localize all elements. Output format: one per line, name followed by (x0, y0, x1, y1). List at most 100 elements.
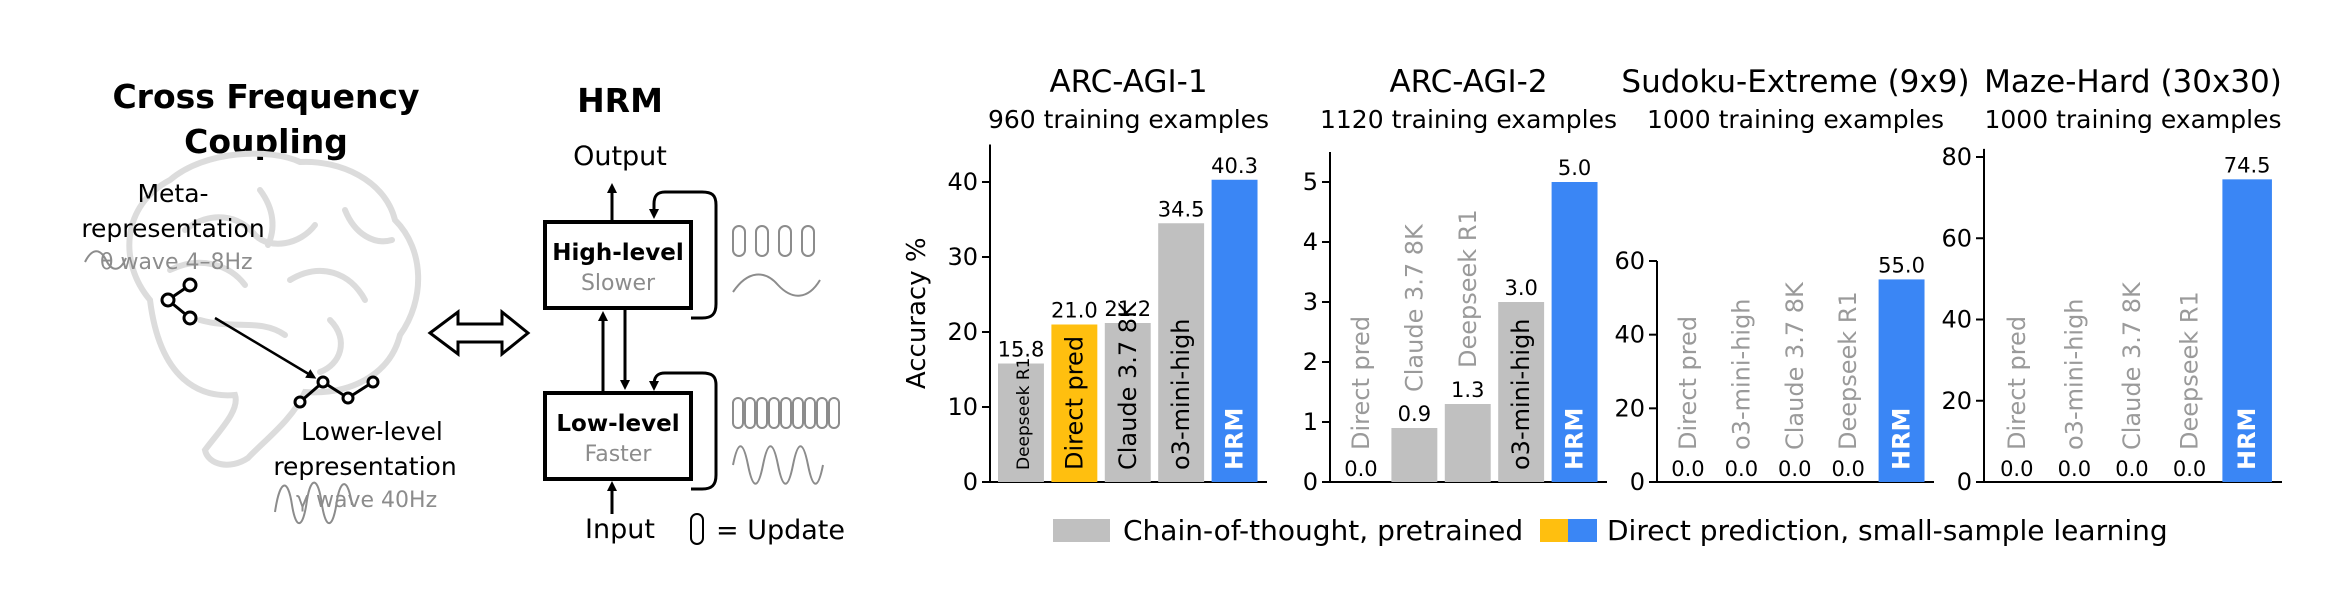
low-level-label: Low-level (556, 411, 679, 437)
bar-value-label: 0.0 (2173, 457, 2206, 481)
bar-value-label: 0.0 (1671, 457, 1704, 481)
category-label: Claude 3.7 8K (1400, 223, 1428, 392)
legend-swatch-cot (1053, 519, 1110, 542)
bar-value-label: 0.0 (1778, 457, 1811, 481)
double-arrow-icon (427, 308, 531, 358)
hrm-diagram: HRM Output High-level Slower Low-level F… (543, 81, 845, 546)
coupling-arrow (214, 316, 317, 379)
cfc-panel: Cross Frequency Coupling (81, 77, 531, 525)
chart-4: Maze-Hard (30x30) 1000 training examples 0… (1941, 64, 2282, 496)
chart-subtitle: 960 training examples (988, 105, 1269, 134)
low-level-module (543, 391, 693, 481)
bar (1158, 223, 1205, 482)
y-tick-label: 20 (1941, 387, 1972, 415)
y-tick-label: 3 (1303, 288, 1318, 316)
legend-swatch-direct (1540, 519, 1568, 542)
chart-subtitle: 1000 training examples (1647, 105, 1944, 134)
category-label: Deepseek R1 (2176, 291, 2204, 450)
y-tick-label: 60 (1941, 224, 1972, 252)
y-tick-label: 30 (947, 243, 978, 271)
y-tick-label: 40 (947, 168, 978, 196)
bar-value-label: 15.8 (998, 338, 1045, 362)
bar (1551, 182, 1598, 482)
theta-wave-icon (84, 250, 127, 270)
bar-value-label: 55.0 (1878, 253, 1925, 277)
category-label: Claude 3.7 8K (1114, 301, 1142, 470)
y-tick-label: 40 (1941, 306, 1972, 334)
high-level-label: High-level (552, 240, 683, 266)
y-tick-label: 20 (1614, 394, 1645, 422)
meta-label-line1: Meta- (137, 179, 208, 208)
bar (1211, 179, 1258, 482)
meta-representation-icon (160, 277, 198, 326)
bar-value-label: 40.3 (1211, 154, 1258, 178)
bar-value-label: 5.0 (1558, 156, 1591, 180)
category-label: Direct pred (1347, 316, 1375, 450)
category-label: HRM (1561, 408, 1589, 470)
y-tick-label: 0 (963, 468, 978, 496)
y-tick-label: 10 (947, 393, 978, 421)
category-label: o3-mini-high (1167, 318, 1195, 470)
bar-value-label: 1.3 (1451, 378, 1484, 402)
high-recurrence-arrow (649, 190, 718, 320)
fast-wave-icon (732, 445, 824, 485)
slow-wave-icon (732, 273, 821, 297)
bar-value-label: 0.0 (2115, 457, 2148, 481)
chart-title: Sudoku-Extreme (9x9) (1621, 64, 1969, 100)
bar (1104, 323, 1151, 482)
category-label: Claude 3.7 8K (1781, 281, 1809, 450)
update-legend-label: = Update (716, 515, 845, 546)
cfc-title-line1: Cross Frequency (112, 77, 419, 116)
gamma-label: γ wave 40Hz (296, 488, 437, 513)
chart-2: ARC-AGI-2 1120 training examples 0 1 2 3 4 5 0.0… (1303, 64, 1617, 496)
legend-label-cot: Chain-of-thought, pretrained (1123, 514, 1523, 547)
y-tick-label: 0 (1957, 468, 1972, 496)
lower-label-line2: representation (273, 452, 456, 481)
category-label: Deepseek R1 (1454, 209, 1482, 368)
y-tick-label: 4 (1303, 228, 1318, 256)
y-tick-label: 60 (1614, 247, 1645, 275)
bar-value-label: 34.5 (1158, 197, 1205, 221)
y-tick-label: 40 (1614, 321, 1645, 349)
slow-update-pulses (732, 225, 815, 257)
category-label: o3-mini-high (1727, 298, 1755, 450)
meta-label-line2: representation (81, 214, 264, 243)
bar-value-label: 3.0 (1504, 276, 1537, 300)
chart-subtitle: 1120 training examples (1320, 105, 1617, 134)
y-tick-label: 5 (1303, 168, 1318, 196)
chart-subtitle: 1000 training examples (1985, 105, 2282, 134)
lower-representation-icon (293, 375, 380, 409)
y-tick-label: 2 (1303, 348, 1318, 376)
y-tick-label: 0 (1630, 468, 1645, 496)
update-legend-icon (690, 513, 704, 545)
bar-value-label: 0.0 (2000, 457, 2033, 481)
y-tick-label: 0 (1303, 468, 1318, 496)
y-tick-label: 20 (947, 318, 978, 346)
bar-value-label: 0.0 (1344, 457, 1377, 481)
bar (1498, 302, 1545, 482)
y-axis-label: Accuracy % (902, 237, 932, 389)
category-label: Claude 3.7 8K (2118, 281, 2146, 450)
bar (1878, 279, 1925, 482)
hrm-title: HRM (577, 81, 663, 120)
chart-3: Sudoku-Extreme (9x9) 1000 training exampl… (1614, 64, 1969, 496)
bar-value-label: 21.2 (1104, 297, 1151, 321)
legend: Chain-of-thought, pretrained Direct pred… (1053, 514, 2168, 547)
input-label: Input (585, 514, 655, 545)
chart-title: ARC-AGI-2 (1389, 64, 1547, 100)
high-level-sub: Slower (581, 271, 656, 296)
category-label: Deepseek R1 (1014, 358, 1034, 470)
output-label: Output (573, 141, 667, 172)
category-label: o3-mini-high (1507, 318, 1535, 470)
bar (2222, 179, 2272, 482)
category-label: Direct pred (1060, 336, 1088, 470)
chart-1: ARC-AGI-1 960 training examples 0 10 20 30 40 A… (902, 64, 1269, 496)
bar (1444, 404, 1491, 482)
y-tick-label: 1 (1303, 408, 1318, 436)
bar-value-label: 21.0 (1051, 299, 1098, 323)
legend-swatch-hrm (1568, 519, 1597, 542)
legend-label-direct: Direct prediction, small-sample learning (1607, 514, 2168, 547)
low-level-sub: Faster (585, 442, 653, 467)
